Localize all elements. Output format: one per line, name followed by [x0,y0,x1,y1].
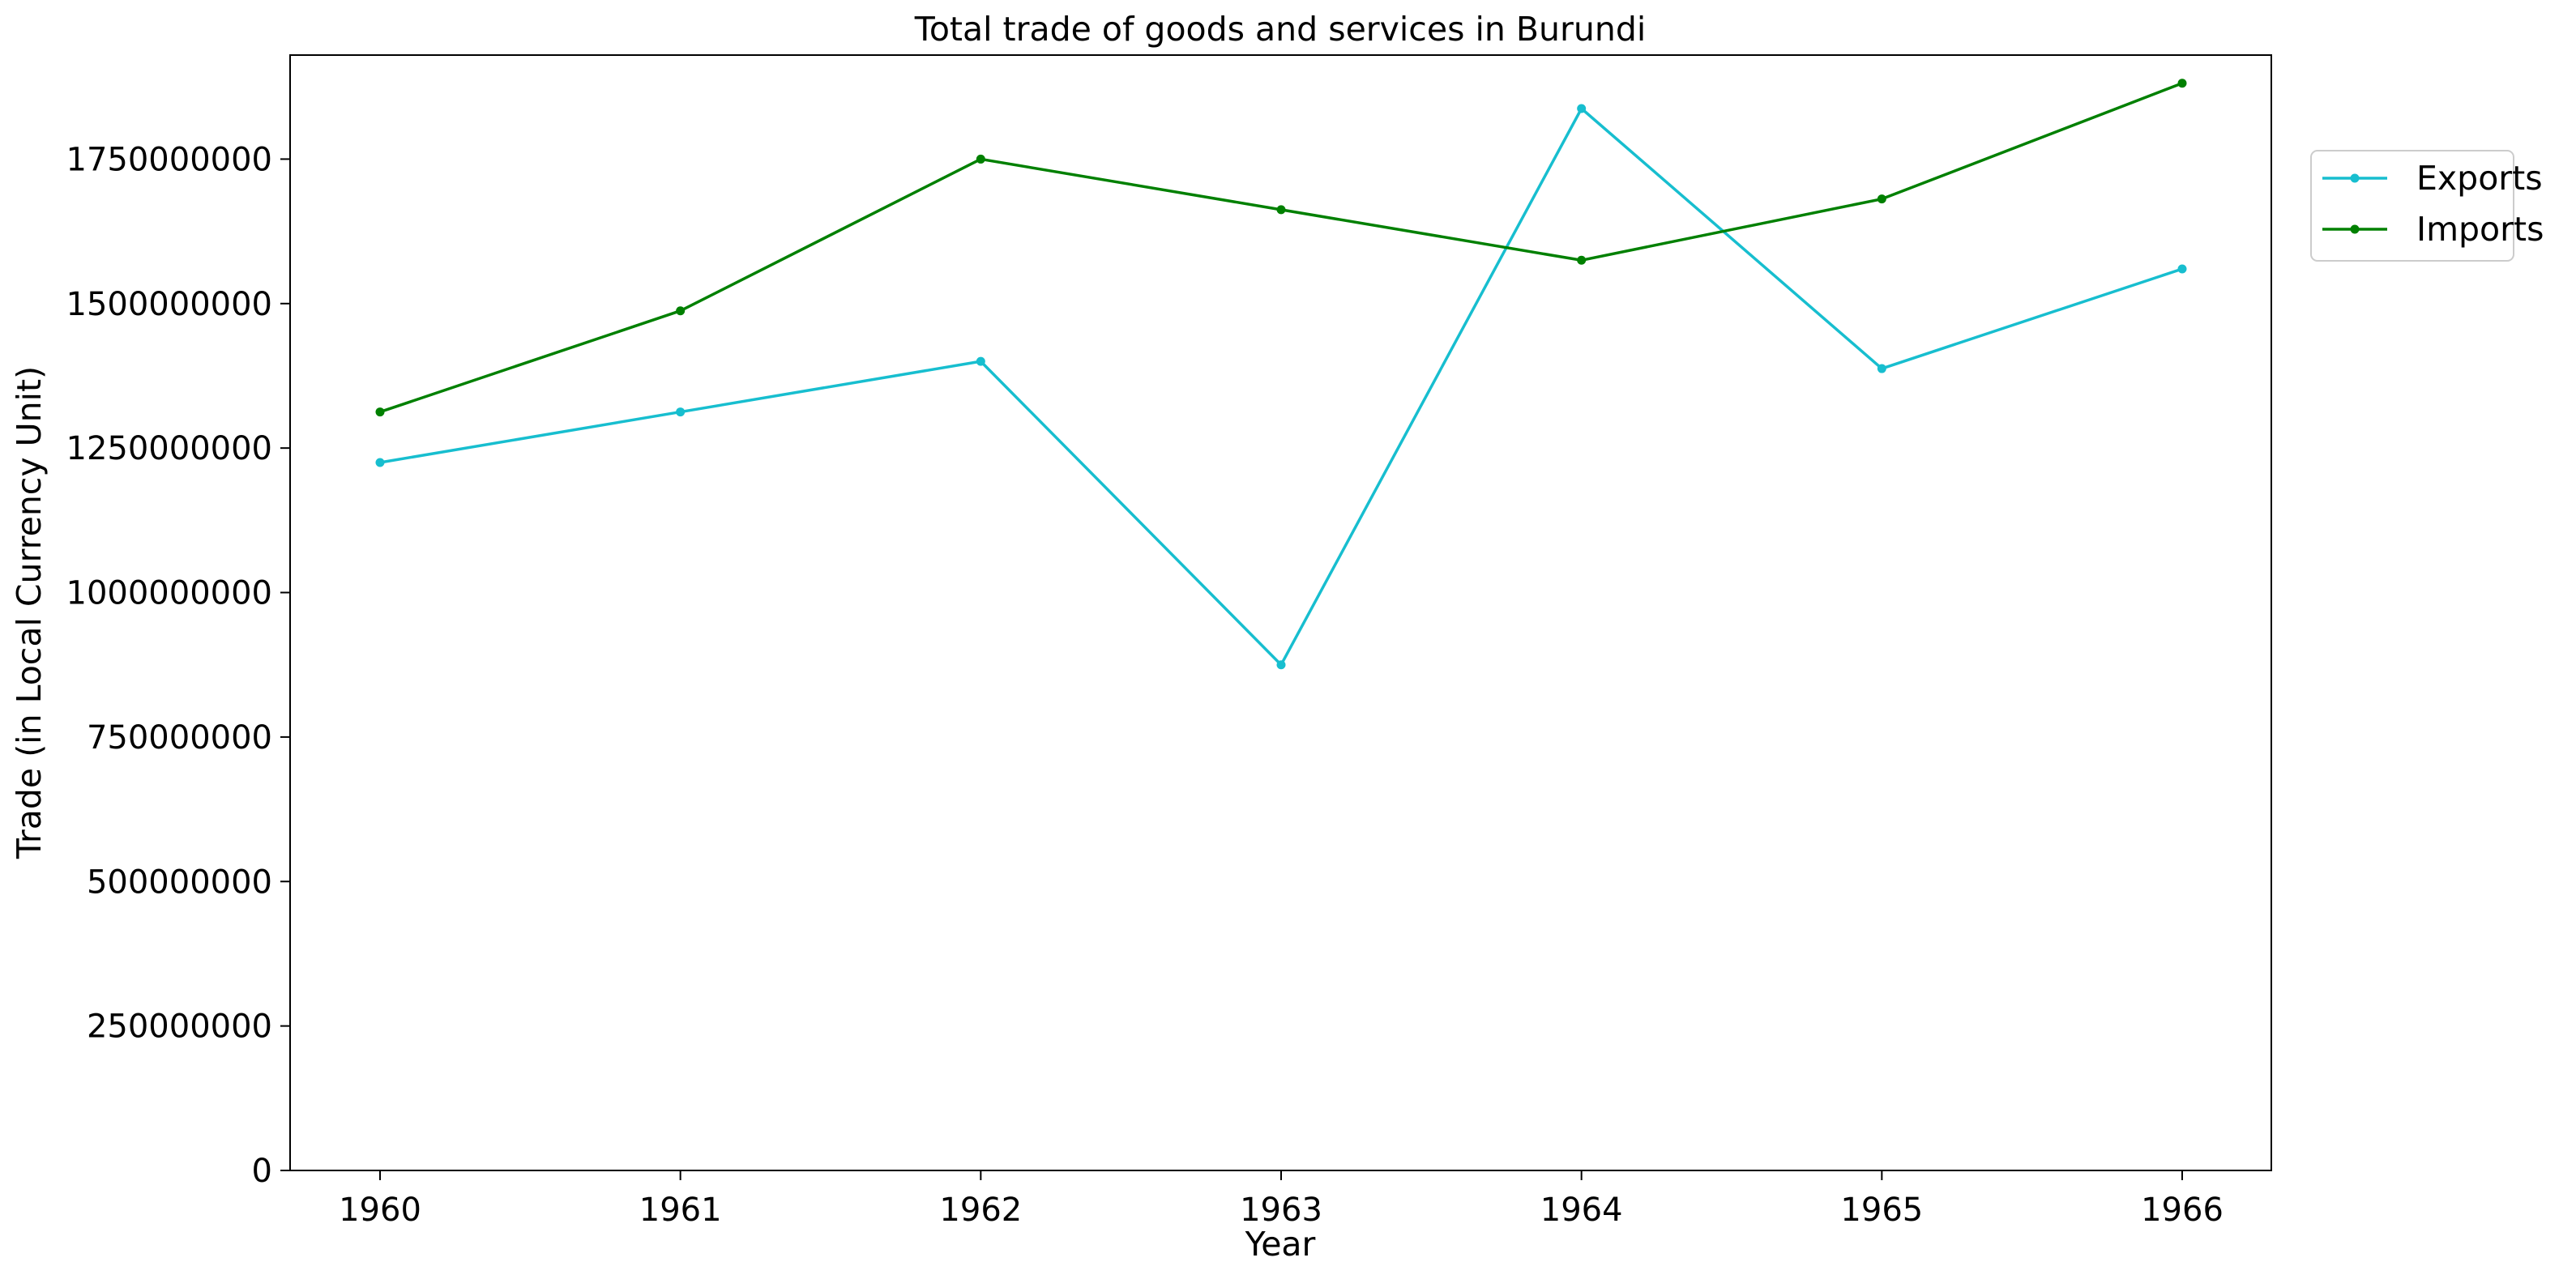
legend-imports-label: Imports [2416,210,2544,249]
y-tick-label: 1000000000 [66,575,273,612]
exports-data-point [976,356,985,366]
chart-title: Total trade of goods and services in Bur… [914,10,1646,49]
imports-data-point [2177,79,2187,88]
y-axis-title: Trade (in Local Currency Unit) [10,366,49,859]
series-layer [375,79,2187,670]
x-tick-label: 1962 [939,1192,1022,1229]
y-tick-label: 750000000 [87,719,272,757]
x-tick-label: 1961 [639,1192,722,1229]
y-axis: 0 250000000 500000000 750000000 1000000000 12… [66,141,290,1190]
x-axis: 1960 1961 1962 1963 1964 1965 1966 [339,1170,2224,1229]
y-tick-label: 500000000 [87,863,272,901]
imports-data-point [676,306,686,316]
y-tick-label: 1750000000 [66,141,273,178]
y-tick-label: 250000000 [87,1008,272,1046]
exports-series-line [379,107,2183,667]
exports-data-point [1276,660,1286,670]
exports-data-point [1877,364,1886,373]
y-tick-label: 1250000000 [66,430,273,467]
exports-data-point [2177,264,2187,274]
x-tick-label: 1966 [2141,1192,2224,1229]
x-axis-title: Year [1245,1225,1316,1264]
imports-data-point [1276,205,1286,215]
exports-data-point [375,458,385,467]
x-tick-label: 1963 [1240,1192,1322,1229]
legend-imports-marker [2350,224,2360,234]
x-tick-label: 1964 [1540,1192,1623,1229]
imports-data-point [1877,194,1886,204]
x-tick-label: 1965 [1840,1192,1923,1229]
legend-exports-label: Exports [2416,159,2543,198]
x-tick-label: 1960 [339,1192,421,1229]
imports-data-point [976,154,985,164]
y-tick-label: 1500000000 [66,286,273,323]
legend: Exports Imports [2310,150,2544,262]
plot-area [289,54,2272,1171]
exports-data-point [1577,104,1587,113]
imports-series-line [379,82,2183,414]
y-tick-label: 0 [252,1153,272,1190]
imports-data-point [375,407,385,417]
imports-data-point [1577,255,1587,265]
legend-exports-marker [2350,173,2360,183]
exports-data-point [676,407,686,417]
